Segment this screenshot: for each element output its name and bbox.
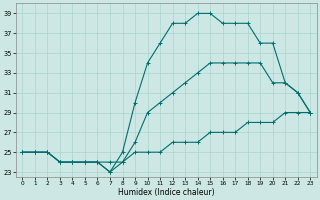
X-axis label: Humidex (Indice chaleur): Humidex (Indice chaleur)	[118, 188, 215, 197]
